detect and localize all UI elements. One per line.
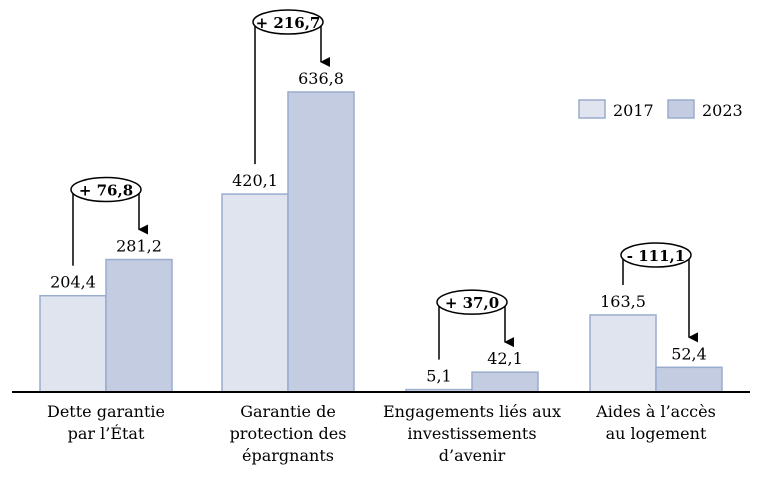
category-label: investissements xyxy=(407,424,536,443)
difference-bubble xyxy=(620,242,692,268)
difference-label: - 111,1 xyxy=(627,247,685,265)
category-label: épargnants xyxy=(242,446,334,465)
bar-2017 xyxy=(39,294,107,393)
bar-2017 xyxy=(221,193,289,393)
data-label: 636,8 xyxy=(298,69,344,88)
category-label: protection des xyxy=(230,424,347,443)
bar-2017 xyxy=(589,314,657,393)
bar-2023 xyxy=(105,258,173,393)
bar-2023 xyxy=(655,366,723,393)
data-label: 420,1 xyxy=(232,171,278,190)
difference-bubble xyxy=(70,176,142,203)
bar-2023 xyxy=(471,371,539,393)
data-label: 204,4 xyxy=(50,273,96,292)
data-label: 163,5 xyxy=(600,292,646,311)
legend-label: 2023 xyxy=(702,101,743,120)
legend-label: 2017 xyxy=(613,101,654,120)
legend: 2017 2023 xyxy=(578,99,743,120)
difference-label: + 216,7 xyxy=(256,14,321,32)
legend-swatch-2017 xyxy=(578,99,606,119)
bar-2023 xyxy=(287,91,355,393)
category-label: Aides à l’accès xyxy=(595,402,716,421)
category-label: par l’État xyxy=(68,423,145,443)
data-label: 52,4 xyxy=(671,344,707,363)
difference-bubble xyxy=(436,289,508,315)
data-label: 42,1 xyxy=(487,349,523,368)
category-label: Dette garantie xyxy=(47,402,165,421)
category-label: Engagements liés aux xyxy=(383,402,561,421)
category-label: au logement xyxy=(606,424,707,443)
data-label: 5,1 xyxy=(426,367,451,386)
category-label: Garantie de xyxy=(240,402,336,421)
data-label: 281,2 xyxy=(116,237,162,256)
legend-swatch-2023 xyxy=(667,99,695,119)
difference-label: + 37,0 xyxy=(445,294,499,312)
difference-bubble xyxy=(252,9,324,35)
difference-label: + 76,8 xyxy=(79,182,133,200)
category-label: d’avenir xyxy=(439,446,506,465)
